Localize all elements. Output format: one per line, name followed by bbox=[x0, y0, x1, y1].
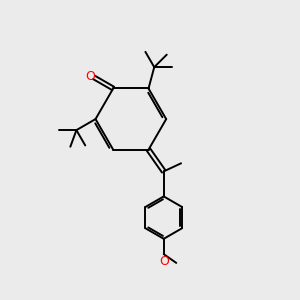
Text: O: O bbox=[85, 70, 95, 83]
Text: O: O bbox=[159, 255, 169, 268]
